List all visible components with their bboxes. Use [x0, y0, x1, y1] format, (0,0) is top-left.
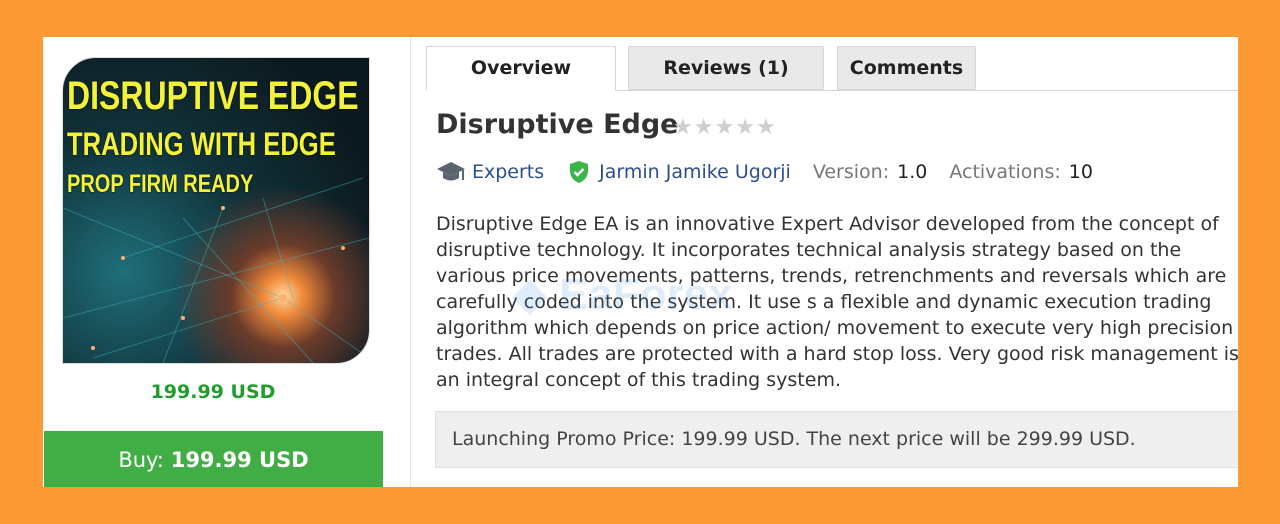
- product-meta: Experts Jarmin Jamike Ugorji Version: 1.…: [436, 160, 1093, 184]
- star-icon[interactable]: ★: [693, 115, 715, 140]
- category-link[interactable]: Experts: [472, 161, 545, 183]
- graduation-cap-icon: [437, 162, 465, 181]
- column-divider: [410, 37, 411, 487]
- tab-reviews[interactable]: Reviews (1): [628, 46, 824, 90]
- network-graphic: [63, 177, 369, 363]
- product-description: Disruptive Edge EA is an innovative Expe…: [436, 213, 1238, 391]
- star-icon[interactable]: ★: [755, 115, 777, 140]
- promo-notice: Launching Promo Price: 199.99 USD. The n…: [435, 411, 1238, 468]
- star-icon[interactable]: ★: [673, 115, 694, 140]
- verified-shield-icon: [570, 161, 589, 183]
- cover-subtitle: TRADING WITH EDGE: [67, 126, 336, 162]
- product-title: Disruptive Edge: [436, 109, 679, 140]
- author-link[interactable]: Jarmin Jamike Ugorji: [599, 161, 791, 183]
- tabs-divider: [426, 90, 1238, 91]
- activations-value: 10: [1068, 161, 1093, 183]
- product-cover-image: DISRUPTIVE EDGE TRADING WITH EDGE PROP F…: [62, 57, 370, 364]
- activations-label: Activations:: [949, 161, 1061, 183]
- cover-title: DISRUPTIVE EDGE: [67, 74, 359, 118]
- star-icon[interactable]: ★: [714, 115, 736, 140]
- product-panel: DISRUPTIVE EDGE TRADING WITH EDGE PROP F…: [43, 37, 1238, 487]
- buy-label: Buy:: [118, 448, 165, 472]
- tab-overview[interactable]: Overview: [426, 46, 616, 91]
- product-price: 199.99 USD: [150, 381, 276, 403]
- rating-stars[interactable]: ★★★★★: [673, 115, 777, 140]
- buy-button[interactable]: Buy: 199.99 USD: [44, 431, 383, 487]
- version-label: Version:: [812, 161, 890, 183]
- tab-comments[interactable]: Comments: [837, 46, 976, 90]
- cover-tagline: PROP FIRM READY: [67, 170, 254, 198]
- star-icon[interactable]: ★: [735, 115, 756, 140]
- version-value: 1.0: [897, 161, 928, 183]
- buy-price: 199.99 USD: [170, 448, 309, 472]
